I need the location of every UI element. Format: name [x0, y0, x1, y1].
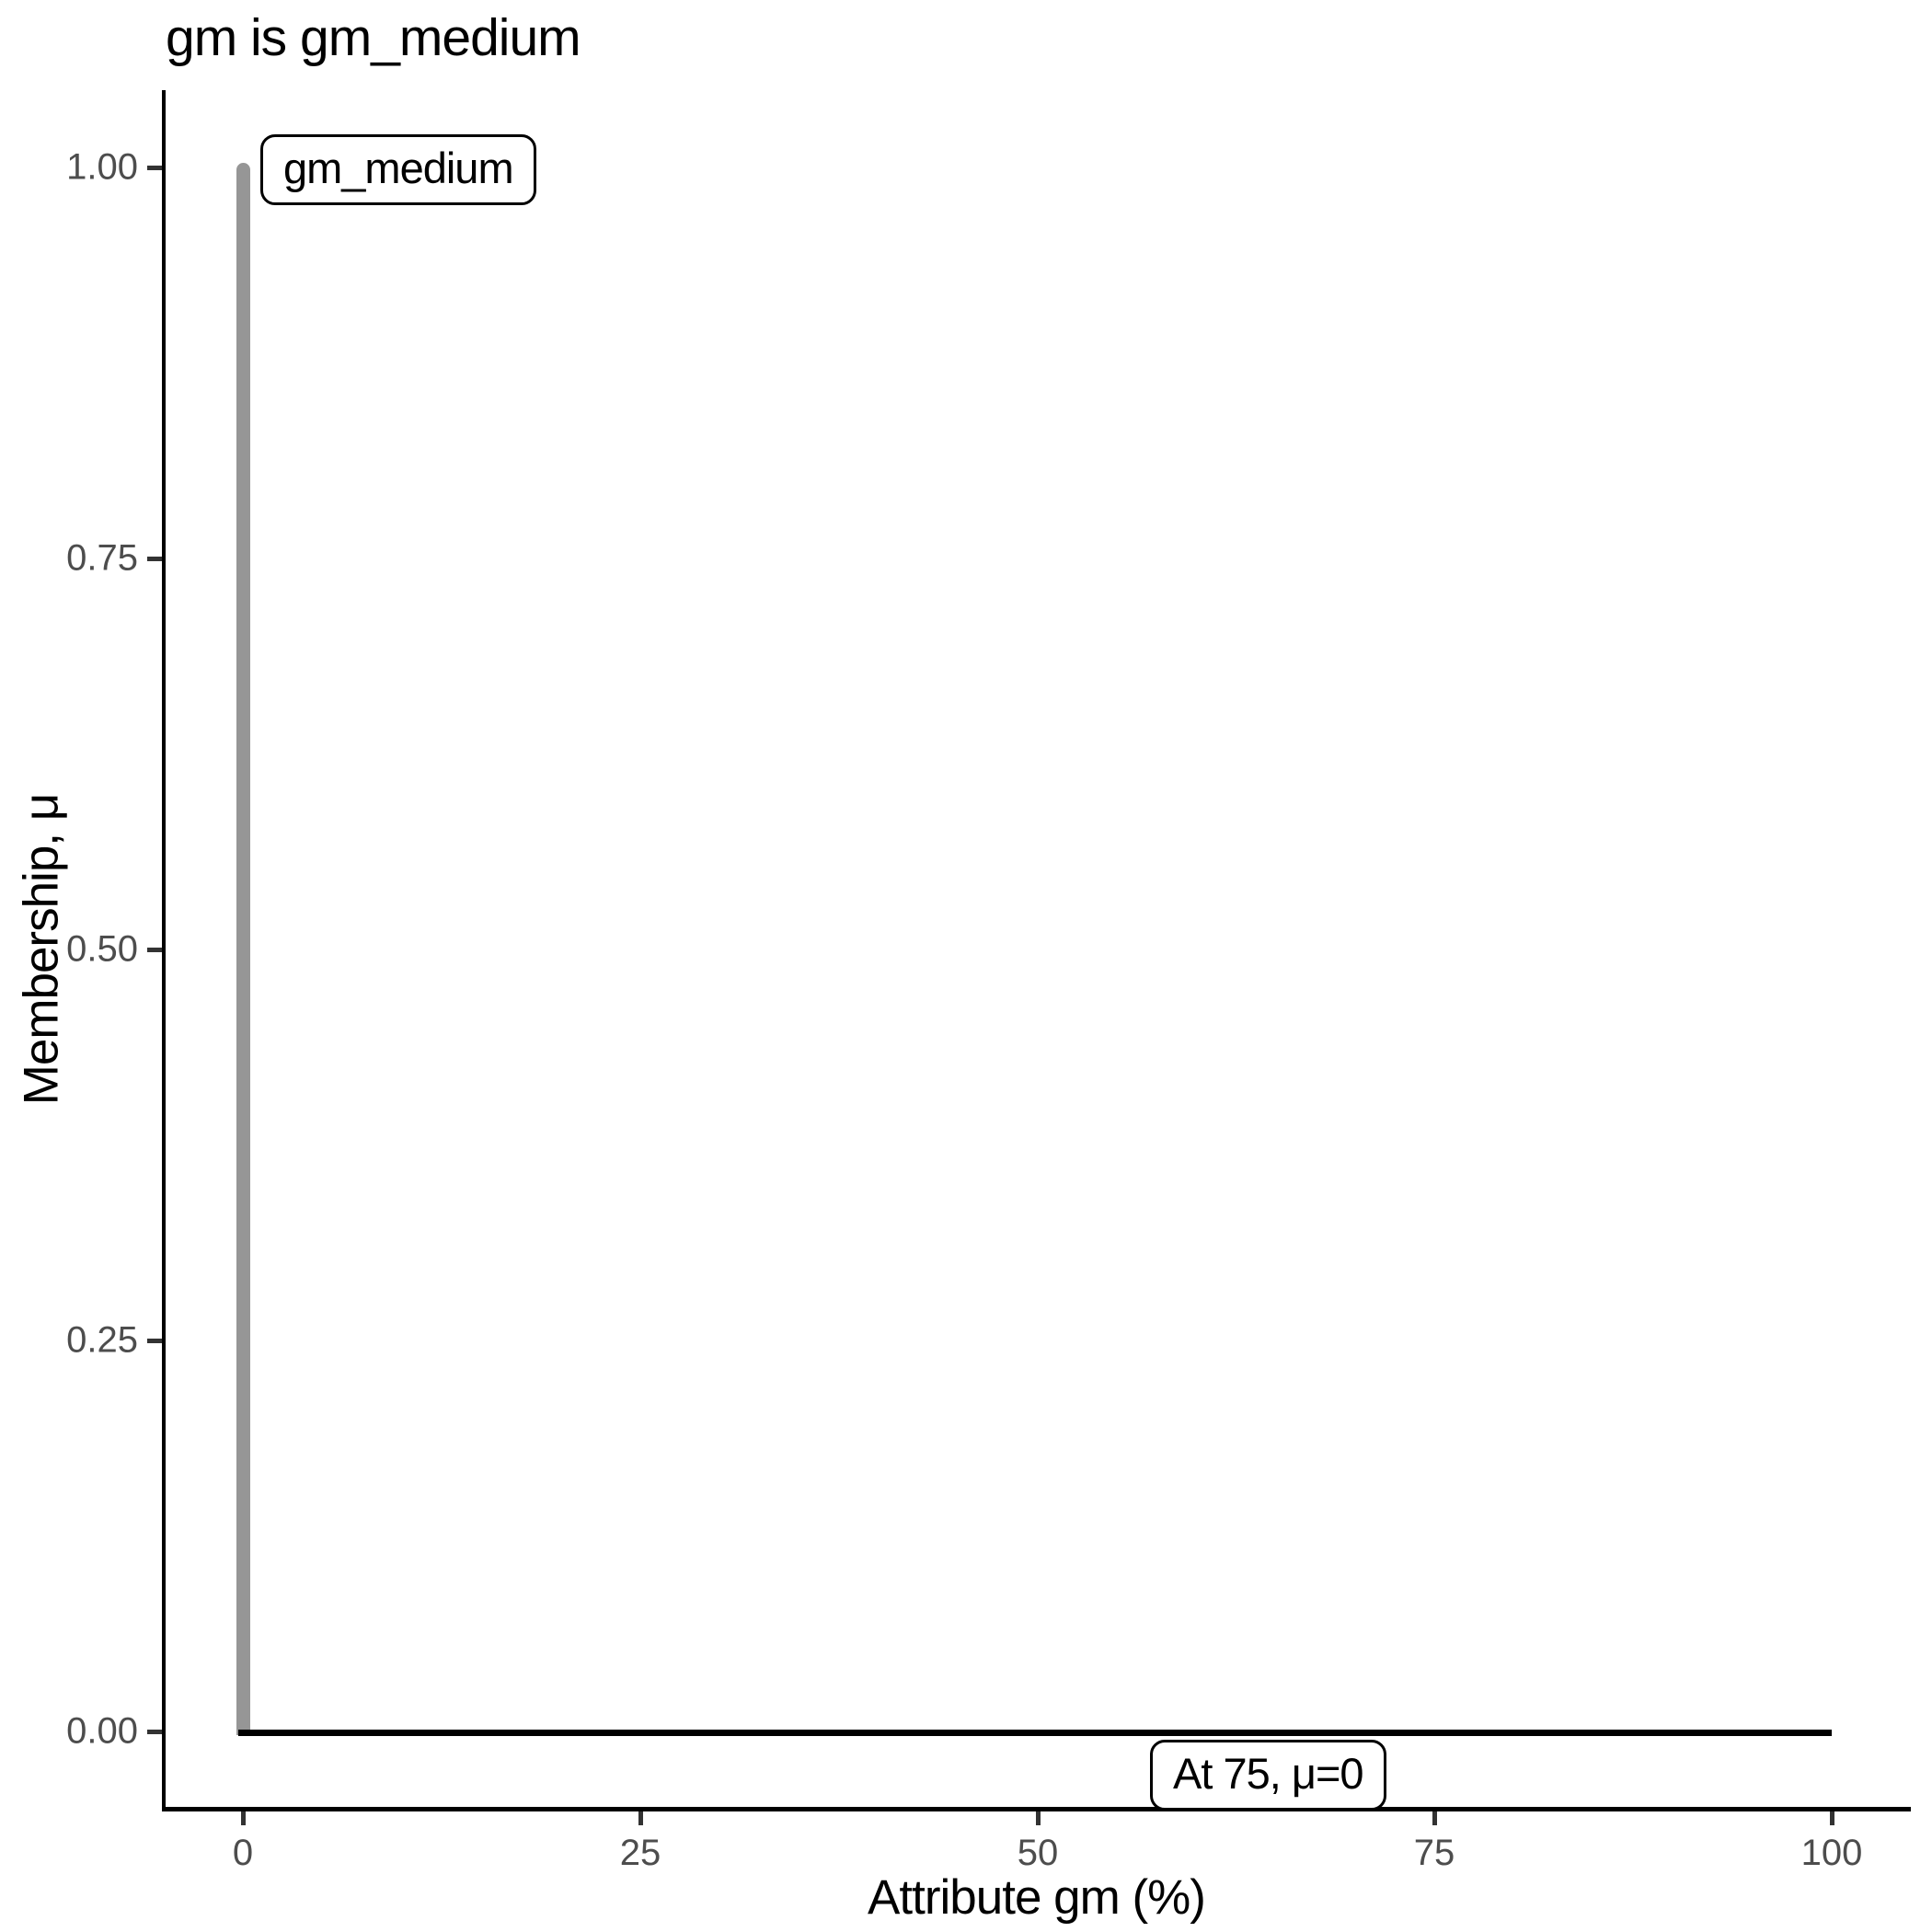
x-tick-mark — [638, 1811, 643, 1825]
y-tick-label: 0.00 — [66, 1710, 138, 1752]
evaluation-result-label-box: At 75, μ=0 — [1150, 1740, 1386, 1811]
set-name-label-box: gm_medium — [260, 134, 536, 205]
x-tick-mark — [1830, 1811, 1834, 1825]
y-tick-label: 0.25 — [66, 1319, 138, 1361]
y-tick-label: 0.50 — [66, 928, 138, 970]
y-tick-label: 1.00 — [66, 146, 138, 188]
y-tick-mark — [147, 166, 162, 170]
y-tick-mark — [147, 557, 162, 561]
x-tick-mark — [1432, 1811, 1437, 1825]
x-axis-line — [162, 1807, 1911, 1811]
evaluation-zero-line-series — [238, 1730, 1832, 1736]
x-tick-label: 50 — [1017, 1833, 1059, 1873]
y-tick-mark — [147, 1730, 162, 1734]
y-tick-label: 0.75 — [66, 537, 138, 579]
y-tick-mark — [147, 1339, 162, 1343]
x-tick-mark — [241, 1811, 246, 1825]
x-axis-title: Attribute gm (%) — [868, 1870, 1206, 1925]
y-tick-mark — [147, 948, 162, 952]
x-tick-label: 100 — [1800, 1833, 1863, 1873]
x-tick-mark — [1036, 1811, 1041, 1825]
x-tick-label: 75 — [1413, 1833, 1455, 1873]
chart-title: gm is gm_medium — [166, 8, 581, 67]
x-tick-label: 0 — [232, 1833, 254, 1873]
membership-spike-series — [236, 163, 250, 1735]
x-tick-label: 25 — [619, 1833, 661, 1873]
y-axis-line — [162, 90, 166, 1811]
